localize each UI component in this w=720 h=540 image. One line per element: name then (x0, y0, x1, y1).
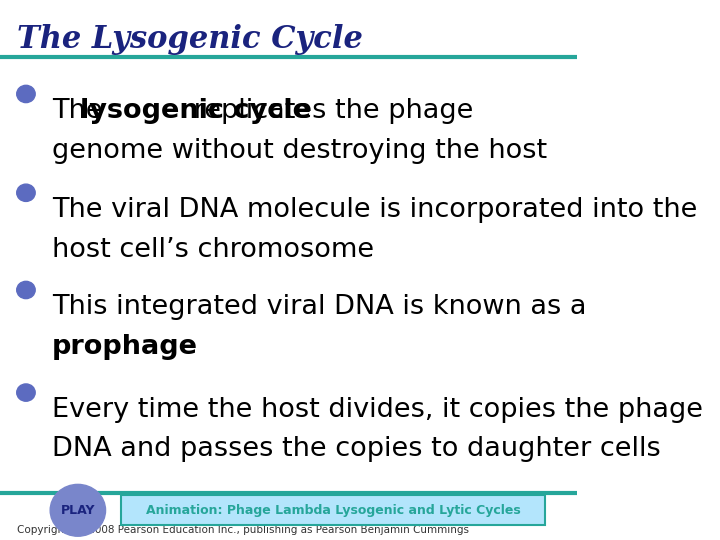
Text: Every time the host divides, it copies the phage: Every time the host divides, it copies t… (52, 397, 703, 423)
Text: This integrated viral DNA is known as a: This integrated viral DNA is known as a (52, 294, 586, 320)
Circle shape (17, 281, 35, 299)
Text: The Lysogenic Cycle: The Lysogenic Cycle (17, 24, 363, 55)
Text: prophage: prophage (52, 334, 198, 360)
Circle shape (17, 184, 35, 201)
Text: The viral DNA molecule is incorporated into the: The viral DNA molecule is incorporated i… (52, 197, 697, 223)
Text: Copyright ©  2008 Pearson Education Inc., publishing as Pearson Benjamin Cumming: Copyright © 2008 Pearson Education Inc.,… (17, 525, 469, 535)
Circle shape (17, 85, 35, 103)
Text: host cell’s chromosome: host cell’s chromosome (52, 237, 374, 262)
Circle shape (17, 384, 35, 401)
Text: PLAY: PLAY (60, 504, 95, 517)
Circle shape (50, 484, 106, 536)
Text: lysogenic cycle: lysogenic cycle (80, 98, 311, 124)
Text: genome without destroying the host: genome without destroying the host (52, 138, 547, 164)
FancyBboxPatch shape (121, 495, 545, 525)
Text: Animation: Phage Lambda Lysogenic and Lytic Cycles: Animation: Phage Lambda Lysogenic and Ly… (145, 503, 521, 517)
Text: The: The (52, 98, 111, 124)
Text: replicates the phage: replicates the phage (184, 98, 473, 124)
Text: DNA and passes the copies to daughter cells: DNA and passes the copies to daughter ce… (52, 436, 661, 462)
